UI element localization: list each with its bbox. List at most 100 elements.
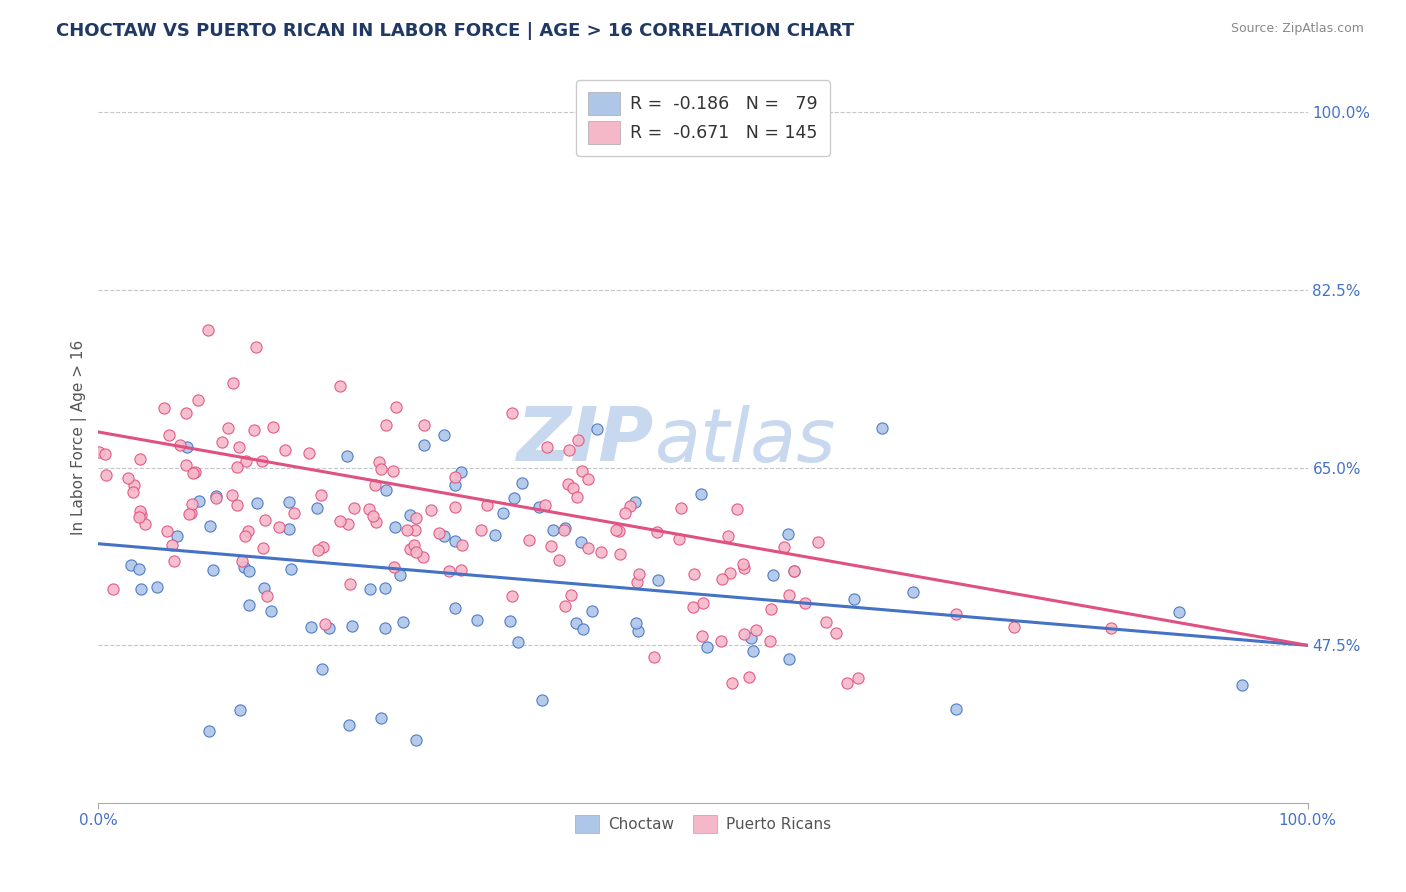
Point <box>246 496 269 510</box>
Point <box>238 524 260 538</box>
Point <box>368 455 391 469</box>
Point <box>412 550 434 565</box>
Point <box>262 420 284 434</box>
Point <box>375 483 398 497</box>
Point <box>187 393 209 408</box>
Text: atlas: atlas <box>655 405 837 476</box>
Point <box>564 615 586 630</box>
Point <box>274 443 297 458</box>
Point <box>238 598 260 612</box>
Point <box>527 500 550 514</box>
Point <box>710 634 733 648</box>
Point <box>128 509 150 524</box>
Point <box>156 524 179 539</box>
Point <box>627 624 650 639</box>
Point <box>572 622 595 636</box>
Point <box>759 602 782 616</box>
Point <box>197 724 219 739</box>
Point <box>945 702 967 716</box>
Point <box>547 552 569 566</box>
Point <box>280 562 302 576</box>
Point <box>169 438 191 452</box>
Point <box>731 558 754 572</box>
Point <box>586 422 609 436</box>
Point <box>363 477 385 491</box>
Point <box>540 540 562 554</box>
Point <box>738 669 761 683</box>
Point <box>250 454 273 468</box>
Point <box>814 615 837 630</box>
Point <box>339 577 361 591</box>
Point <box>945 607 967 621</box>
Point <box>382 465 405 479</box>
Point <box>1230 678 1253 692</box>
Point <box>388 568 411 582</box>
Point <box>439 564 461 578</box>
Point <box>399 508 422 523</box>
Point <box>692 596 714 610</box>
Point <box>560 588 582 602</box>
Point <box>783 564 806 578</box>
Point <box>221 488 243 502</box>
Point <box>374 417 396 432</box>
Point <box>361 509 384 524</box>
Point <box>553 523 575 537</box>
Point <box>413 418 436 433</box>
Y-axis label: In Labor Force | Age > 16: In Labor Force | Age > 16 <box>72 340 87 534</box>
Point <box>682 599 704 614</box>
Point <box>443 470 465 484</box>
Point <box>569 534 592 549</box>
Point <box>307 542 329 557</box>
Point <box>94 468 117 483</box>
Point <box>733 561 755 575</box>
Point <box>122 478 145 492</box>
Point <box>762 568 785 582</box>
Point <box>717 529 740 543</box>
Point <box>690 629 713 643</box>
Point <box>370 711 392 725</box>
Point <box>94 447 117 461</box>
Legend: Choctaw, Puerto Ricans: Choctaw, Puerto Ricans <box>568 809 838 839</box>
Point <box>392 615 415 629</box>
Point <box>562 481 585 495</box>
Point <box>225 459 247 474</box>
Point <box>501 589 523 603</box>
Point <box>740 631 762 645</box>
Point <box>696 640 718 654</box>
Point <box>340 619 363 633</box>
Point <box>405 732 427 747</box>
Point <box>450 563 472 577</box>
Point <box>336 516 359 531</box>
Point <box>157 428 180 442</box>
Point <box>374 620 396 634</box>
Point <box>187 494 209 508</box>
Point <box>312 541 335 555</box>
Point <box>443 500 465 515</box>
Point <box>245 340 267 354</box>
Point <box>450 465 472 479</box>
Point <box>432 428 454 442</box>
Point <box>117 470 139 484</box>
Point <box>201 563 224 577</box>
Point <box>842 591 865 606</box>
Point <box>1099 621 1122 635</box>
Point <box>177 507 200 521</box>
Point <box>243 423 266 437</box>
Point <box>427 526 450 541</box>
Point <box>470 523 492 537</box>
Point <box>233 529 256 543</box>
Point <box>205 491 228 505</box>
Point <box>778 588 800 602</box>
Point <box>357 501 380 516</box>
Point <box>336 449 359 463</box>
Point <box>385 400 408 414</box>
Point <box>443 478 465 492</box>
Point <box>87 445 110 459</box>
Point <box>517 533 540 547</box>
Point <box>305 500 328 515</box>
Point <box>554 599 576 614</box>
Point <box>807 535 830 549</box>
Point <box>627 566 650 581</box>
Point <box>557 477 579 491</box>
Point <box>181 466 204 480</box>
